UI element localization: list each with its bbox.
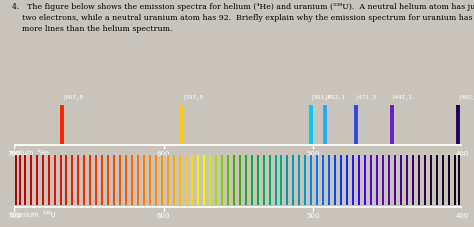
Text: 600: 600 <box>157 150 170 156</box>
Text: |501,5: |501,5 <box>310 94 332 100</box>
Text: 700: 700 <box>8 150 21 156</box>
Text: 400: 400 <box>456 150 469 156</box>
Text: |492,1: |492,1 <box>325 94 346 100</box>
Text: |402,6: |402,6 <box>458 94 474 100</box>
Text: 700: 700 <box>8 212 21 218</box>
Text: |471,3: |471,3 <box>356 94 377 100</box>
Text: 500: 500 <box>306 150 319 156</box>
Text: |667,8: |667,8 <box>62 94 83 100</box>
Text: 400: 400 <box>456 212 469 218</box>
Text: Uranium  ²³⁸U: Uranium ²³⁸U <box>10 211 55 217</box>
Text: 600: 600 <box>157 212 170 218</box>
Text: 4. The figure below shows the emission spectra for helium (⁴He) and uranium (²³⁸: 4. The figure below shows the emission s… <box>12 2 474 32</box>
Text: 500: 500 <box>306 212 319 218</box>
Text: |587,5: |587,5 <box>182 94 203 100</box>
Text: |447,1: |447,1 <box>392 94 413 100</box>
Text: Helium  ⁴He: Helium ⁴He <box>10 149 49 155</box>
